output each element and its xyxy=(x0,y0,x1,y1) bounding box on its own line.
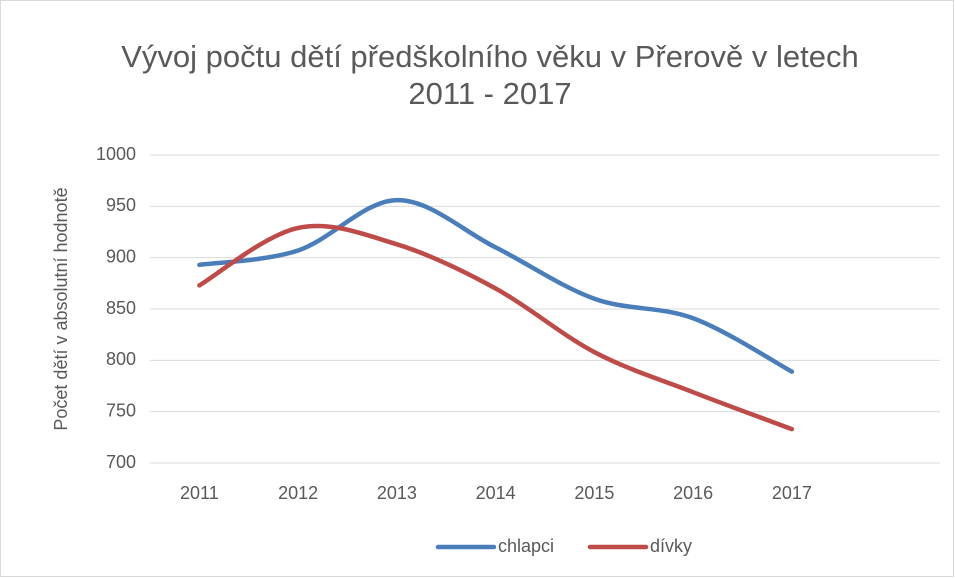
y-tick-label: 1000 xyxy=(96,144,136,164)
x-tick-label: 2011 xyxy=(180,483,219,503)
x-tick-label: 2016 xyxy=(673,483,713,503)
series-line xyxy=(197,197,795,374)
y-axis-label: Počet dětí v absolutní hodnotě xyxy=(51,187,71,430)
series-line xyxy=(197,223,795,432)
chart-title: Vývoj počtu dětí předškolního věku v Pře… xyxy=(121,39,859,111)
x-tick-label: 2014 xyxy=(476,483,516,503)
x-tick-label: 2017 xyxy=(772,483,812,503)
x-tick-label: 2013 xyxy=(377,483,417,503)
y-tick-label: 950 xyxy=(106,195,136,215)
y-tick-label: 700 xyxy=(106,452,136,472)
x-tick-label: 2012 xyxy=(278,483,318,503)
x-tick-label: 2015 xyxy=(574,483,614,503)
y-tick-label: 750 xyxy=(106,400,136,420)
legend-label: chlapci xyxy=(498,536,554,556)
y-tick-label: 850 xyxy=(106,298,136,318)
y-tick-label: 800 xyxy=(106,349,136,369)
y-tick-label: 900 xyxy=(106,246,136,266)
legend-label: dívky xyxy=(650,536,692,556)
